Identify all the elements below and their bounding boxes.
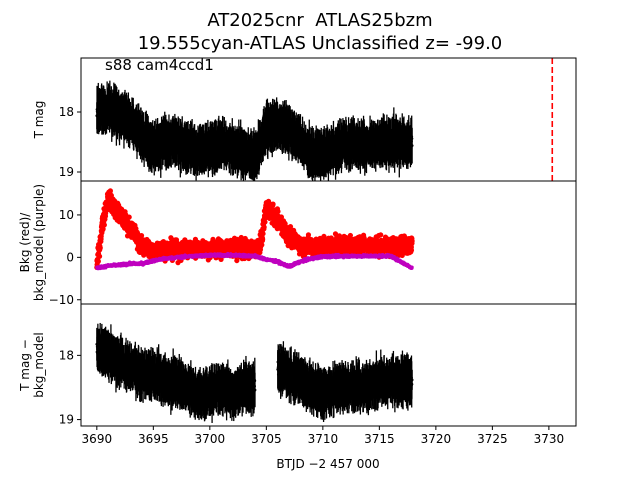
- data-point: [305, 232, 312, 238]
- chart-title-line-2: 19.555cyan-ATLAS Unclassified z= -99.0: [137, 33, 503, 54]
- data-point: [97, 245, 103, 251]
- panel-top: 18 19 T mag: [32, 57, 577, 182]
- data-point: [262, 219, 268, 225]
- data-point: [260, 231, 266, 237]
- plot-area: [94, 188, 415, 271]
- data-point: [95, 258, 101, 264]
- plot-area: [95, 80, 414, 181]
- data-point: [101, 222, 107, 228]
- data-point: [96, 253, 103, 259]
- y-tick-label: 18: [59, 105, 74, 119]
- data-point: [260, 236, 266, 242]
- data-point: [282, 221, 288, 227]
- data-point: [410, 144, 414, 148]
- data-point: [278, 214, 285, 220]
- data-point: [275, 208, 281, 215]
- data-point: [210, 236, 216, 242]
- chart-title-line-1: AT2025cnr ATLAS25bzm: [207, 10, 433, 31]
- y-axis-label: T mag: [32, 101, 46, 140]
- data-point: [321, 233, 327, 240]
- y-tick-label: 19: [59, 165, 74, 179]
- data-point: [259, 242, 265, 248]
- data-point: [234, 257, 240, 264]
- data-point: [107, 188, 113, 194]
- data-point: [126, 214, 132, 220]
- data-point: [100, 226, 106, 232]
- data-point: [261, 224, 267, 230]
- data-point: [270, 201, 276, 207]
